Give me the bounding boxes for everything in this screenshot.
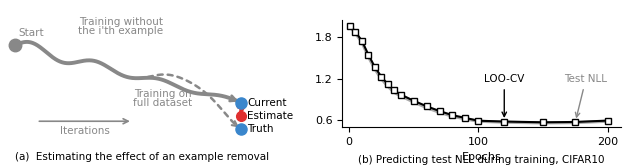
Text: full dataset: full dataset (133, 98, 193, 108)
X-axis label: Epochs: Epochs (461, 152, 502, 162)
Text: (a)  Estimating the effect of an example removal: (a) Estimating the effect of an example … (15, 152, 269, 162)
Text: Training on: Training on (134, 89, 191, 99)
Text: Estimate: Estimate (247, 111, 293, 121)
Text: LOO-CV: LOO-CV (484, 74, 524, 117)
Text: Start: Start (19, 28, 44, 38)
Text: Test NLL: Test NLL (564, 74, 607, 117)
Text: (b) Predicting test NLL during training, CIFAR10: (b) Predicting test NLL during training,… (358, 155, 605, 165)
Text: Training without: Training without (79, 17, 163, 27)
Text: Iterations: Iterations (60, 126, 109, 136)
Text: the i'th example: the i'th example (78, 26, 163, 36)
Text: Truth: Truth (247, 124, 273, 134)
Text: Current: Current (247, 98, 287, 108)
